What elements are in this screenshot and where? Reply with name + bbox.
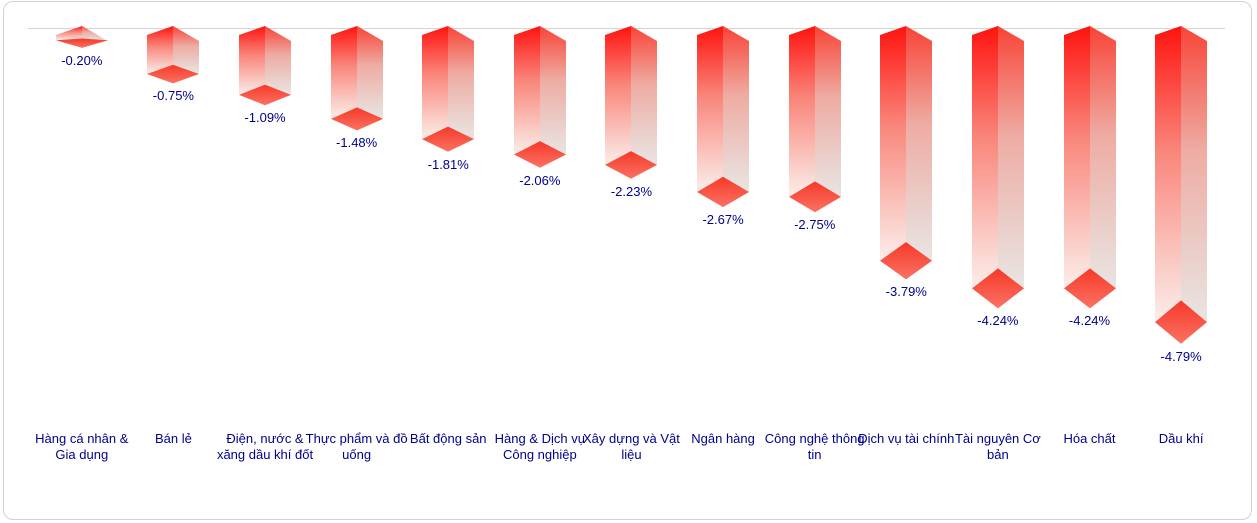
- sector-bar-3d[interactable]: [147, 26, 200, 86]
- bar-bottom-face: [330, 107, 383, 131]
- bar-bottom-face: [788, 181, 841, 213]
- bar-bottom-face: [1063, 268, 1116, 309]
- bar-side-face: [539, 26, 566, 155]
- category-label: Dịch vụ tài chính: [858, 431, 955, 446]
- bar-front-face: [1155, 26, 1182, 323]
- bar-side-face: [173, 26, 200, 75]
- bar-column: -2.67% Ngân hàng: [677, 2, 769, 519]
- category-label: Hàng cá nhân & Gia dụng: [35, 431, 129, 462]
- value-label: -3.79%: [885, 284, 927, 300]
- value-label: -4.79%: [1160, 348, 1202, 364]
- sector-bar-3d[interactable]: [1063, 26, 1116, 311]
- bar-bottom-face: [697, 176, 750, 208]
- bar-column: -2.75% Công nghệ thông tin: [765, 2, 865, 519]
- bar-bottom-face: [605, 151, 658, 179]
- sector-performance-chart-card: -0.20% Hàng cá nhân & Gia dụng -0.75% Bán l…: [3, 1, 1252, 520]
- value-label: -2.06%: [519, 172, 561, 188]
- bar-column: -4.24% Hóa chất: [1044, 2, 1136, 519]
- bar-bottom-face: [147, 64, 200, 84]
- bar-side-face: [356, 26, 383, 119]
- sector-bar-3d[interactable]: [239, 26, 292, 108]
- sector-bar-3d[interactable]: [55, 26, 108, 50]
- bar-front-face: [788, 26, 815, 197]
- bar-side-face: [448, 26, 475, 140]
- bar-bottom-face: [513, 141, 566, 168]
- category-label: Hàng & Dịch vụ Công nghiệp: [494, 431, 585, 462]
- sector-bar-3d[interactable]: [605, 26, 658, 181]
- bar-bottom-face: [422, 126, 475, 152]
- bar-bottom-face: [1155, 300, 1208, 344]
- bar-side-face: [906, 26, 933, 261]
- value-label: -1.09%: [244, 110, 286, 126]
- bar-side-face: [1089, 26, 1116, 289]
- value-label: -2.75%: [794, 217, 836, 233]
- sector-bar-3d[interactable]: [422, 26, 475, 154]
- category-label: Dầu khí: [1158, 431, 1204, 446]
- category-label: Hóa chất: [1063, 431, 1116, 446]
- bar-side-face: [997, 26, 1024, 289]
- bar-column: -4.24% Tài nguyên Cơ bản: [952, 2, 1044, 519]
- value-label: -1.81%: [427, 156, 469, 172]
- bar-side-face: [631, 26, 658, 165]
- bar-column: -0.75% Bán lẻ: [128, 2, 220, 519]
- bar-column: -0.20% Hàng cá nhân & Gia dụng: [35, 2, 128, 519]
- bar-column: -2.23% Xây dựng và Vật liệu: [583, 2, 680, 519]
- sector-bar-3d[interactable]: [697, 26, 750, 210]
- sector-bar-3d[interactable]: [1155, 26, 1208, 346]
- bar-column: -1.81% Bất động sản: [402, 2, 494, 519]
- category-label: Tài nguyên Cơ bản: [954, 431, 1041, 462]
- sector-bar-3d[interactable]: [513, 26, 566, 170]
- bar-front-face: [330, 26, 357, 119]
- value-label: -1.48%: [336, 135, 378, 151]
- bar-front-face: [697, 26, 724, 192]
- sector-bar-3d[interactable]: [330, 26, 383, 133]
- bar-side-face: [1181, 26, 1208, 323]
- bar-side-face: [265, 26, 292, 95]
- sector-bar-3d[interactable]: [788, 26, 841, 215]
- value-label: -4.24%: [977, 313, 1019, 329]
- category-label: Điện, nước & xăng dầu khí đốt: [216, 431, 314, 462]
- category-label: Ngân hàng: [691, 431, 755, 446]
- bar-front-face: [971, 26, 998, 289]
- bar-front-face: [880, 26, 907, 261]
- category-label: Xây dựng và Vật liệu: [583, 431, 680, 462]
- bar-column: -3.79% Dịch vụ tài chính: [858, 2, 954, 519]
- bar-bottom-face: [239, 84, 292, 106]
- bar-bottom-face: [55, 38, 108, 48]
- bar-bottom-face: [880, 242, 933, 280]
- sector-bar-3d[interactable]: [971, 26, 1024, 311]
- bar-side-face: [723, 26, 750, 192]
- sector-bar-3d[interactable]: [880, 26, 933, 282]
- bar-column: -2.06% Hàng & Dịch vụ Công nghiệp: [494, 2, 586, 519]
- bar-bottom-face: [971, 268, 1024, 309]
- bar-side-face: [81, 26, 108, 41]
- value-label: -2.67%: [702, 212, 744, 228]
- bar-front-face: [1063, 26, 1090, 289]
- value-label: -0.75%: [152, 88, 195, 104]
- bar-columns-container: -0.20% Hàng cá nhân & Gia dụng -0.75% Bán l…: [4, 2, 1251, 519]
- bar-front-face: [513, 26, 540, 155]
- bar-front-face: [55, 26, 82, 41]
- value-label: -2.23%: [610, 183, 653, 199]
- category-label: Bất động sản: [409, 431, 487, 446]
- bar-column: -4.79% Dầu khí: [1135, 2, 1227, 519]
- value-label: -0.20%: [61, 52, 103, 68]
- bar-column: -1.09% Điện, nước & xăng dầu khí đốt: [217, 2, 313, 519]
- value-label: -4.24%: [1068, 313, 1111, 329]
- bar-front-face: [422, 26, 449, 140]
- bar-front-face: [147, 26, 174, 75]
- category-label: Công nghệ thông tin: [764, 431, 865, 462]
- category-label: Thực phẩm và đồ uống: [305, 431, 408, 462]
- bar-column: -1.48% Thực phẩm và đồ uống: [306, 2, 408, 519]
- bar-front-face: [239, 26, 266, 95]
- category-label: Bán lẻ: [154, 431, 192, 446]
- bar-front-face: [605, 26, 632, 165]
- bar-side-face: [814, 26, 841, 197]
